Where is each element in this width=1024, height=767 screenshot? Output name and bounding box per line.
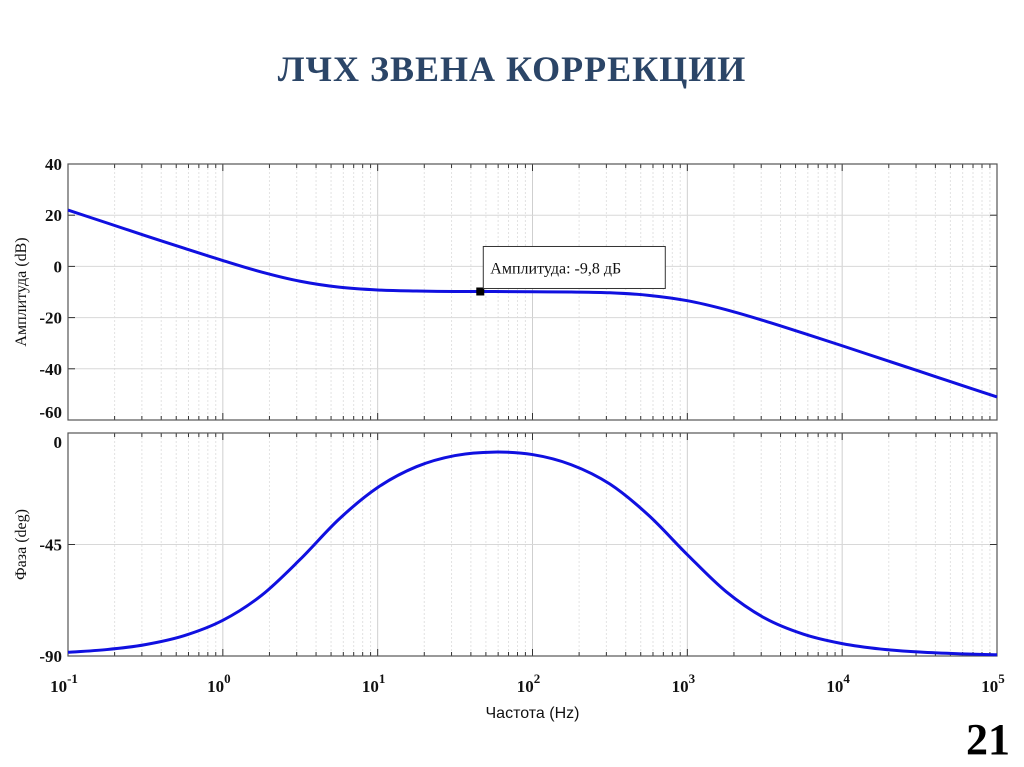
tick-exponent: 3 [689, 671, 696, 686]
tick-exponent: 5 [998, 671, 1005, 686]
y-tick-label: -45 [39, 536, 62, 555]
tick-exponent: 1 [379, 671, 386, 686]
x-tick-label: 100 [207, 671, 231, 696]
x-tick-label: 101 [362, 671, 386, 696]
x-tick-label: 105 [981, 671, 1005, 696]
tick-base: 10 [826, 677, 843, 696]
tick-exponent: 0 [224, 671, 231, 686]
tick-base: 10 [981, 677, 998, 696]
x-tick-label: 104 [826, 671, 850, 696]
y-tick-label: 0 [54, 257, 63, 276]
x-tick-label: 10-1 [50, 671, 78, 696]
x-axis-label: Частота (Hz) [486, 705, 580, 722]
x-tick-label: 103 [672, 671, 696, 696]
y-tick-label: -60 [39, 403, 62, 422]
tick-base: 10 [207, 677, 224, 696]
datatip-marker [476, 287, 485, 296]
plot-frame [67, 163, 998, 421]
y-axis-label: Фаза (deg) [13, 509, 30, 580]
y-tick-label: 20 [45, 206, 62, 225]
x-tick-label: 102 [517, 671, 541, 696]
slide-title: ЛЧХ ЗВЕНА КОРРЕКЦИИ [277, 49, 747, 89]
tick-exponent: 2 [534, 671, 541, 686]
tick-base: 10 [672, 677, 689, 696]
page-number: 21 [966, 715, 1010, 764]
y-tick-label: -40 [39, 360, 62, 379]
y-tick-label: -90 [39, 647, 62, 666]
y-axis-label: Амплитуда (dB) [13, 237, 30, 346]
y-tick-label: -20 [39, 309, 62, 328]
tick-exponent: -1 [67, 671, 78, 686]
y-tick-label: 40 [45, 155, 62, 174]
datatip-label: Амплитуда: -9,8 дБ [490, 260, 621, 277]
tick-exponent: 4 [843, 671, 850, 686]
datatip-box [482, 245, 666, 289]
tick-base: 10 [517, 677, 534, 696]
plot-frame [67, 432, 998, 657]
magnitude-panel: 40 20 0 -20 -40 -60 Амплитуда (dB) Амплитуда: -… [13, 155, 998, 422]
tick-base: 10 [50, 677, 67, 696]
tick-base: 10 [362, 677, 379, 696]
y-tick-label: 0 [54, 433, 63, 452]
